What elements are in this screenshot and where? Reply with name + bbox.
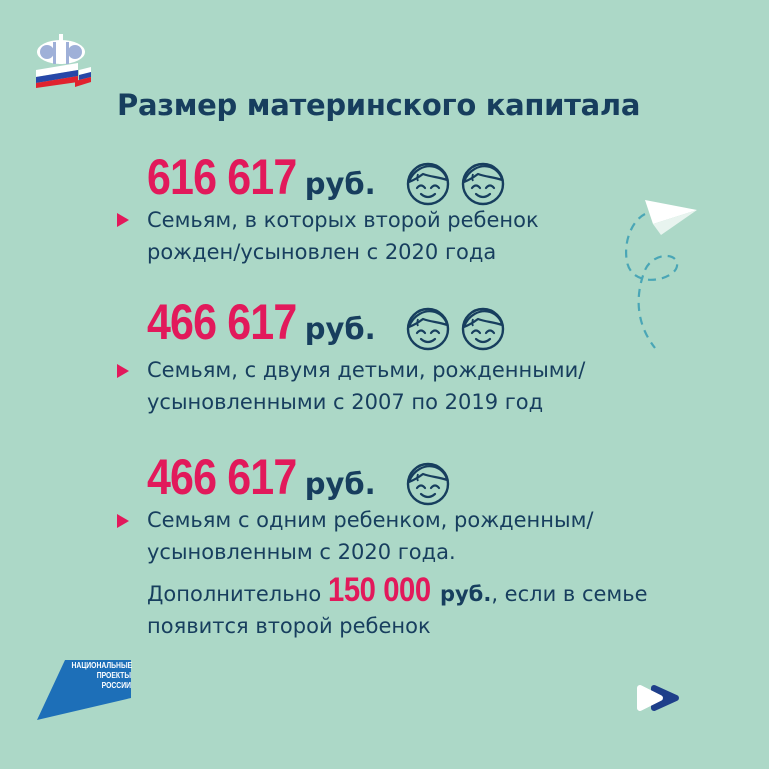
currency-label: руб. bbox=[304, 312, 376, 346]
extra-currency: руб. bbox=[439, 582, 492, 606]
description-line: Семьям, в которых второй ребенок bbox=[147, 208, 539, 232]
page-title: Размер материнского капитала bbox=[117, 88, 641, 122]
description-line: рожден/усыновлен с 2020 года bbox=[147, 240, 497, 264]
description-line: Семьям, с двумя детьми, рожденными/ bbox=[147, 358, 586, 382]
extra-amount: 150 000 bbox=[327, 571, 431, 609]
extra-prefix: Дополнительно bbox=[147, 582, 322, 606]
national-projects-text: НАЦИОНАЛЬНЫЕ ПРОЕКТЫ РОССИИ bbox=[71, 661, 133, 690]
description-line: Семьям с одним ребенком, рожденным/ bbox=[147, 508, 594, 532]
child-face-icon bbox=[405, 460, 451, 506]
child-face-icon bbox=[405, 160, 451, 206]
amount-value: 466 617 bbox=[147, 294, 297, 350]
bullet-triangle-icon bbox=[117, 364, 129, 378]
child-face-icon bbox=[405, 305, 451, 351]
amount-row-1: 616 617 руб. bbox=[147, 148, 376, 206]
bullet-triangle-icon bbox=[117, 514, 129, 528]
bullet-triangle-icon bbox=[117, 213, 129, 227]
extra-line-2: появится второй ребенок bbox=[147, 614, 431, 638]
child-face-icon bbox=[460, 305, 506, 351]
amount-value: 466 617 bbox=[147, 449, 297, 505]
child-face-icon bbox=[460, 160, 506, 206]
amount-row-2: 466 617 руб. bbox=[147, 293, 376, 351]
description-line: усыновленными с 2007 по 2019 год bbox=[147, 390, 544, 414]
amount-value: 616 617 bbox=[147, 149, 297, 205]
description-1: Семьям, в которых второй ребенок рожден/… bbox=[147, 204, 539, 268]
pfr-logo-icon bbox=[36, 34, 91, 88]
national-projects-logo: НАЦИОНАЛЬНЫЕ ПРОЕКТЫ РОССИИ bbox=[35, 658, 135, 720]
paper-plane-icon bbox=[625, 200, 697, 349]
extra-line: Дополнительно 150 000 руб., если в семье bbox=[147, 571, 648, 610]
description-3: Семьям с одним ребенком, рожденным/ усын… bbox=[147, 504, 648, 642]
currency-label: руб. bbox=[304, 167, 376, 201]
description-line: усыновленным с 2020 года. bbox=[147, 540, 456, 564]
next-arrow-icon[interactable] bbox=[636, 682, 688, 714]
description-2: Семьям, с двумя детьми, рожденными/ усын… bbox=[147, 354, 585, 418]
extra-suffix: , если в семье bbox=[491, 582, 648, 606]
amount-row-3: 466 617 руб. bbox=[147, 448, 376, 506]
currency-label: руб. bbox=[304, 467, 376, 501]
